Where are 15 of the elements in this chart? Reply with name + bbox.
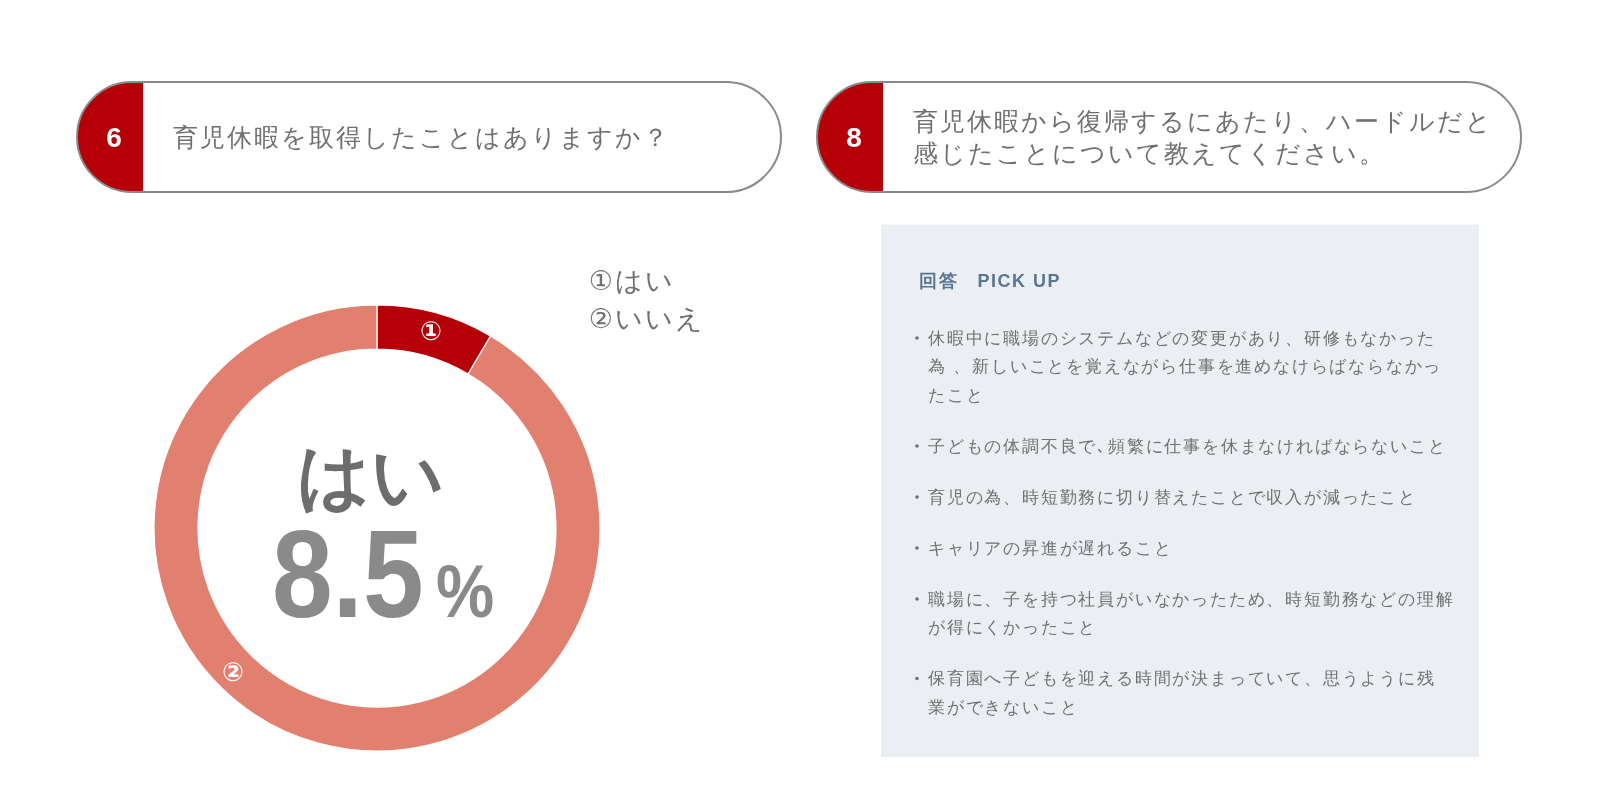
text: 6 [106,121,122,153]
chart-title: 育児休暇を取得したことはありますか？ [173,123,670,151]
text: 育児休暇から復帰するにあたり、ハードルだと感じたことについて教えてください。 [913,107,1493,167]
text: 職場に、子を持つ社員がいなかったため、時短勤務などの理解が得にくかったこと [928,589,1455,637]
text: キャリアの昇進が遅れること [928,538,1173,558]
text: 8 [846,121,862,153]
text: ①はい [588,266,676,296]
slice-label: ② [221,657,244,688]
slice-label: ① [419,316,442,347]
text: 保育園へ子どもを迎える時間が決まっていて、思うように残業ができないこと [928,669,1436,717]
text: 休暇中に職場のシステムなどの変更があり、研修もなかった為 、新しいことを覚えながら仕事を進めなけらばならなかったこと [928,328,1443,405]
text: 回答 PICK UP [919,271,1062,291]
text: ②いいえ [588,304,706,334]
text: 子どもの体調不良で､頻繁に仕事を休まなければならないこと [928,436,1447,456]
text: 育児の為、時短勤務に切り替えたことで収入が減ったこと [928,487,1417,507]
